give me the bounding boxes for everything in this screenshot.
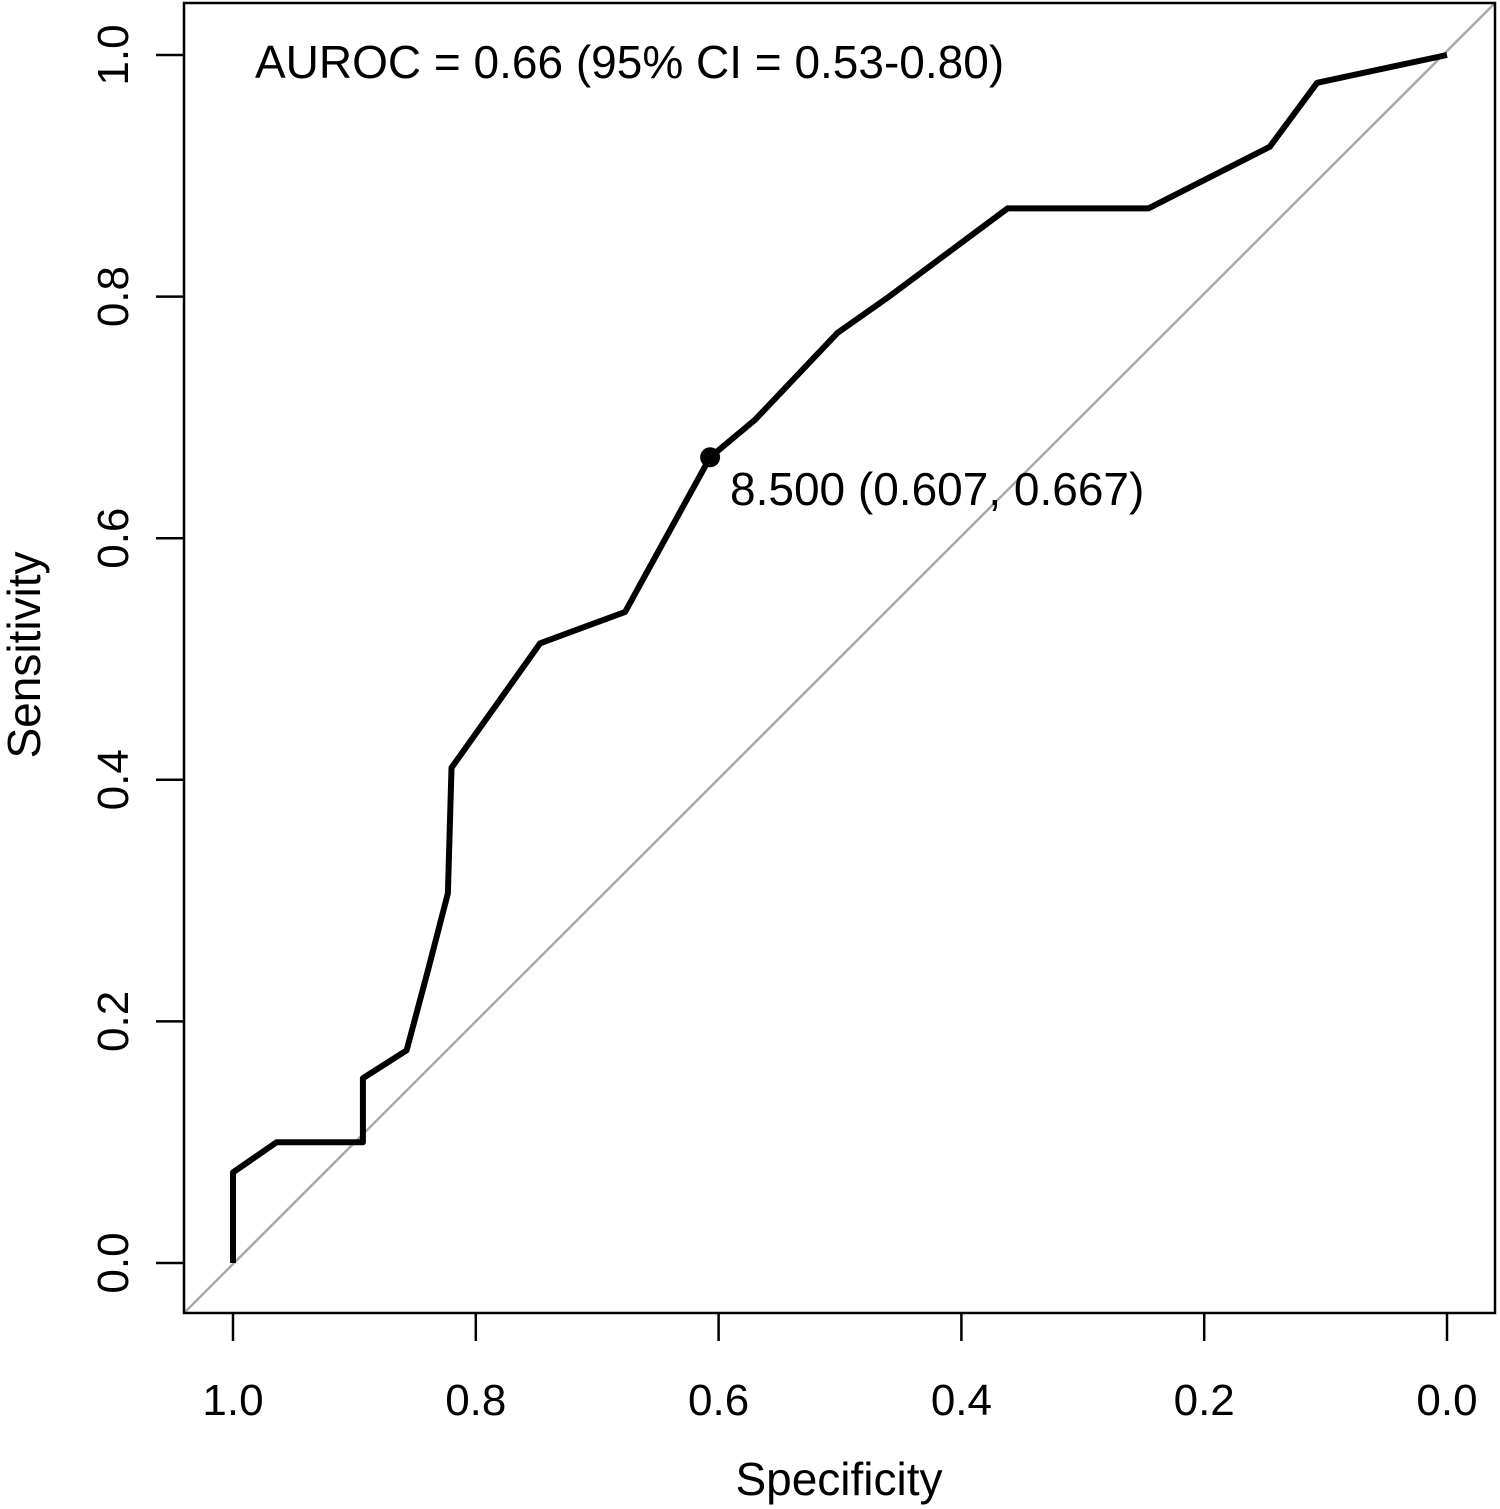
plot-border-box	[182, 1, 1497, 1315]
x-tick-label: 0.0	[1416, 1376, 1477, 1425]
x-tick-label: 0.6	[688, 1376, 749, 1425]
x-axis-title: Specificity	[735, 1453, 942, 1505]
x-axis-ticks: 1.0 0.8 0.6 0.4 0.2 0.0	[202, 1313, 1478, 1425]
roc-curve-line	[230, 52, 1448, 1263]
y-tick-label: 0.2	[89, 991, 138, 1052]
y-tick-label: 0.4	[89, 749, 138, 810]
threshold-point-marker	[700, 447, 721, 468]
x-tick-label: 0.4	[931, 1376, 992, 1425]
x-tick-label: 0.2	[1174, 1376, 1235, 1425]
y-tick-label: 0.0	[89, 1232, 138, 1293]
x-tick-label: 0.8	[445, 1376, 506, 1425]
y-axis-ticks: 0.0 0.2 0.4 0.6 0.8 1.0	[89, 24, 184, 1294]
y-tick-label: 0.8	[89, 266, 138, 327]
y-tick-label: 1.0	[89, 24, 138, 85]
y-tick-label: 0.6	[89, 508, 138, 569]
auroc-annotation: AUROC = 0.66 (95% CI = 0.53-0.80)	[255, 36, 1004, 88]
y-axis-title: Sensitivity	[0, 551, 50, 758]
x-tick-label: 1.0	[202, 1376, 263, 1425]
chance-diagonal-line	[183, 2, 1496, 1314]
threshold-point-label: 8.500 (0.607, 0.667)	[730, 463, 1144, 515]
